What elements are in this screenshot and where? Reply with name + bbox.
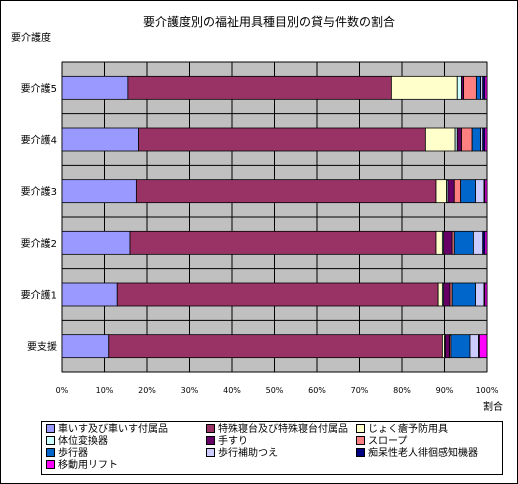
legend: 車いす及び車いす付属品 特殊寝台及び特殊寝台付属品 じょく瘡予防用具体位変換器 手すり… xyxy=(41,421,503,475)
bar-segment xyxy=(435,230,443,255)
legend-item: じょく瘡予防用具 xyxy=(356,423,448,436)
gridlines xyxy=(61,61,488,373)
category-label: 要介護3 xyxy=(21,185,57,198)
x-axis-title: 割合 xyxy=(483,400,503,413)
bar-segment xyxy=(450,334,471,359)
bar-segment xyxy=(61,179,137,204)
legend-label: 歩行補助つえ xyxy=(218,448,278,459)
legend-swatch xyxy=(46,447,55,457)
legend-swatch xyxy=(356,435,365,445)
x-tick-label: 90% xyxy=(436,386,454,395)
bar-segment xyxy=(135,179,437,204)
category-label: 要介護1 xyxy=(21,289,57,302)
bar-segment xyxy=(108,334,443,359)
x-tick-label: 80% xyxy=(393,386,411,395)
bar-segment xyxy=(456,75,462,100)
bar-segment xyxy=(453,179,462,204)
x-tick-label: 100% xyxy=(476,386,499,395)
bar-segment xyxy=(484,179,488,204)
legend-item: 車いす及び車いす付属品 xyxy=(46,423,168,436)
legend-swatch xyxy=(206,447,215,457)
x-tick-label: 20% xyxy=(138,386,156,395)
bar-segment xyxy=(390,75,458,100)
bar-segment xyxy=(460,179,476,204)
legend-item: 歩行器 xyxy=(46,447,88,460)
x-tick-label: 50% xyxy=(266,386,284,395)
bar-segment xyxy=(469,334,479,359)
legend-swatch xyxy=(46,423,55,433)
bar-segment xyxy=(475,75,482,100)
bar-segment xyxy=(138,127,426,152)
legend-item: 手すり xyxy=(206,435,248,448)
legend-label: 体位変換器 xyxy=(58,436,108,447)
bar-segment xyxy=(127,75,392,100)
bar-segment xyxy=(424,127,456,152)
legend-label: 歩行器 xyxy=(58,448,88,459)
legend-item: 体位変換器 xyxy=(46,435,108,448)
x-tick-label: 10% xyxy=(96,386,114,395)
category-label: 要介護2 xyxy=(21,237,57,250)
legend-label: 車いす及び車いす付属品 xyxy=(58,424,168,435)
legend-label: 手すり xyxy=(218,436,248,447)
legend-label: 移動用リフト xyxy=(58,460,118,471)
bar-segment xyxy=(116,282,439,307)
legend-item: スロープ xyxy=(356,435,408,448)
bar-segment xyxy=(456,127,462,152)
bar-segment xyxy=(472,230,484,255)
x-tick-label: 70% xyxy=(351,386,369,395)
bar-segment xyxy=(61,75,129,100)
legend-label: 痴呆性老人徘徊感知機器 xyxy=(368,448,478,459)
x-tick-labels: 0% 10% 20% 30% 40% 50% 60% 70% 80% 90% 100% xyxy=(56,386,499,395)
category-label: 要介護5 xyxy=(21,82,57,95)
x-tick-label: 60% xyxy=(308,386,326,395)
bar-segment xyxy=(484,127,488,152)
bar-segment xyxy=(475,282,485,307)
bar-segment xyxy=(461,127,473,152)
bar-segments xyxy=(61,75,488,359)
bar-segment xyxy=(463,75,477,100)
legend-item: 特殊寝台及び特殊寝台付属品 xyxy=(206,423,348,436)
y-axis-title: 要介護度 xyxy=(11,31,51,44)
bar-segment xyxy=(129,230,437,255)
x-tick-label: 0% xyxy=(56,386,69,395)
bar-segment xyxy=(61,334,110,359)
bar-segment xyxy=(447,179,455,204)
bar-segment xyxy=(484,75,488,100)
legend-item: 痴呆性老人徘徊感知機器 xyxy=(356,447,478,460)
category-label: 要介護4 xyxy=(21,134,57,147)
bar-segment xyxy=(444,334,451,359)
bar-segment xyxy=(435,179,448,204)
bar-segment xyxy=(437,282,443,307)
bar-segment xyxy=(61,282,118,307)
legend-swatch xyxy=(206,435,215,445)
bar-segment xyxy=(61,127,139,152)
bar-segment xyxy=(484,230,488,255)
legend-swatch xyxy=(206,423,215,433)
legend-swatch xyxy=(46,435,55,445)
legend-item: 歩行補助つえ xyxy=(206,447,278,460)
bar-segment xyxy=(443,230,453,255)
legend-swatch xyxy=(46,459,55,469)
bar-segment xyxy=(471,127,482,152)
legend-item: 移動用リフト xyxy=(46,459,118,472)
stacked-bar-chart: 要介護度別の福祉用具種目別の貸与件数の割合 要介護度 割合 要介護5要介護4要介… xyxy=(11,14,503,413)
category-labels: 要介護5 要介護4 要介護3 要介護2 要介護1 要支援 xyxy=(21,82,57,353)
bar-segment xyxy=(478,334,488,359)
bar-segment xyxy=(484,282,488,307)
legend-label: スロープ xyxy=(368,436,408,447)
legend-swatch xyxy=(356,423,365,433)
bar-segment xyxy=(453,230,474,255)
bar-segment xyxy=(451,282,476,307)
bar-segment xyxy=(475,179,485,204)
bar-segment xyxy=(61,230,131,255)
x-tick-label: 40% xyxy=(223,386,241,395)
chart-title: 要介護度別の福祉用具種目別の貸与件数の割合 xyxy=(143,14,395,29)
category-label: 要支援 xyxy=(27,340,57,353)
legend-label: 特殊寝台及び特殊寝台付属品 xyxy=(218,424,348,435)
legend-swatch xyxy=(356,447,365,457)
x-tick-label: 30% xyxy=(181,386,199,395)
bar-segment xyxy=(443,282,451,307)
legend-label: じょく瘡予防用具 xyxy=(368,424,448,435)
